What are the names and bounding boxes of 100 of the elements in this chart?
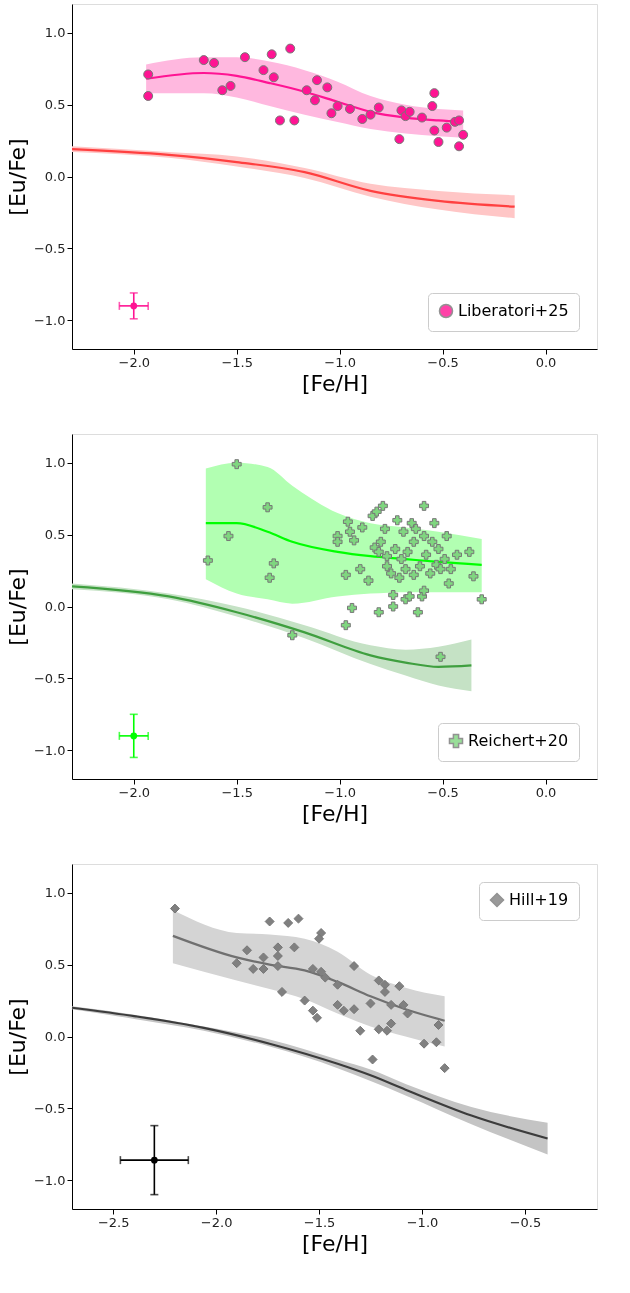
line-series [70,585,473,668]
y-tick-label: −1.0 [33,312,66,328]
point [258,963,269,974]
y-tick-label: −1.0 [33,742,66,758]
x-tick-label: −0.5 [427,354,459,370]
x-tick-label: −1.5 [303,1214,336,1230]
x-tick-label: −2.5 [97,1214,130,1230]
point [312,1012,322,1023]
point [209,57,220,68]
y-tick-label: 1.0 [44,885,66,901]
point [322,82,333,93]
point [332,101,343,112]
x-tick-label: −2.0 [118,354,151,370]
legend-label: Hill+19 [509,890,569,909]
point [404,106,415,117]
point [386,999,397,1010]
y-tick-label: 1.0 [44,25,66,41]
point [454,141,465,152]
point [283,917,294,928]
point [314,933,325,944]
point [332,999,343,1010]
point [264,916,275,927]
y-tick-label: −0.5 [33,1100,66,1116]
point [268,72,279,83]
point [272,942,283,953]
y-tick-label: 0.0 [44,1029,66,1044]
point [248,963,259,974]
point [394,981,405,992]
point [365,998,376,1009]
y-tick-label: 0.5 [44,97,66,113]
point [373,1024,384,1035]
point [355,1025,366,1036]
y-tick-label: 0.0 [44,169,66,184]
legend-label: Liberatori+25 [458,301,569,320]
x-axis-title: [Fe/H] [301,1230,369,1256]
y-tick-label: 1.0 [44,455,66,471]
point [373,975,384,986]
point [289,942,300,953]
point [458,129,469,140]
point [274,115,285,126]
point [277,986,287,997]
point [289,115,300,126]
point [299,995,310,1006]
x-tick-label: −2.0 [200,1214,233,1230]
y-tick-label: −0.5 [33,240,66,256]
point [344,103,355,114]
point [357,114,368,124]
x-tick-label: −0.5 [427,784,459,800]
point [431,1037,442,1048]
point [373,102,384,113]
point [242,945,252,956]
y-axis-title: [Eu/Fe] [4,138,30,216]
point [429,125,440,136]
point [151,1156,158,1164]
x-tick-label: 0.0 [535,784,557,800]
point [130,302,138,310]
x-tick-label: −0.5 [509,1214,542,1230]
point [272,951,283,961]
point [454,115,465,126]
point [316,928,327,938]
x-tick-label: −1.0 [324,354,356,370]
point [349,961,360,972]
x-tick-label: 0.0 [535,354,557,370]
point [382,1025,392,1036]
y-tick-label: −0.5 [33,670,66,686]
y-tick-label: −1.0 [33,1172,66,1188]
line-series [70,148,516,208]
point [293,913,304,924]
point [198,55,209,66]
x-tick-label: −1.5 [221,354,253,370]
point [398,999,409,1010]
point [301,85,312,96]
point [332,979,343,990]
point [231,958,242,969]
x-axis-title: [Fe/H] [301,800,369,826]
point [266,49,277,60]
point [169,903,180,914]
point [417,112,427,123]
point [365,109,376,120]
x-axis-title: [Fe/H] [301,370,369,396]
point [367,1054,378,1065]
point [307,963,318,974]
point [258,65,269,76]
x-tick-label: −1.0 [406,1214,439,1230]
point [386,1018,397,1029]
y-axis-title: [Eu/Fe] [4,568,30,646]
y-axis-title: [Eu/Fe] [4,998,30,1076]
point [272,961,283,972]
x-tick-label: −2.0 [118,784,151,800]
point [433,137,444,147]
point [258,952,269,963]
point [217,85,228,96]
point [326,108,337,119]
point [316,966,327,977]
point [309,95,320,106]
point [379,979,390,990]
x-tick-label: −1.0 [324,784,356,800]
point [439,1063,450,1074]
y-tick-label: 0.5 [44,957,66,973]
point [402,1008,413,1019]
